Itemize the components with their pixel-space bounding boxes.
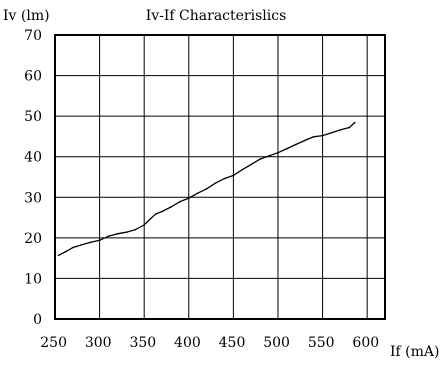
- data-point: [134, 228, 137, 231]
- data-point: [64, 250, 67, 253]
- data-point: [214, 182, 217, 184]
- chart-title: Iv-If Characterislics: [146, 8, 287, 24]
- data-point: [339, 129, 342, 131]
- x-tick-label: 400: [174, 335, 201, 351]
- y-tick-label: 10: [24, 271, 42, 287]
- data-point: [196, 192, 199, 194]
- data-point: [72, 246, 74, 249]
- data-point: [57, 254, 60, 257]
- data-point: [232, 174, 235, 177]
- x-tick-label: 500: [263, 335, 290, 351]
- x-tick-label: 300: [85, 335, 112, 351]
- x-tick-label: 450: [219, 335, 246, 351]
- y-tick-label: 30: [24, 190, 42, 206]
- data-point: [321, 134, 324, 137]
- data-point: [179, 200, 181, 203]
- data-point: [81, 244, 83, 246]
- data-point: [303, 139, 306, 142]
- y-tick-label: 40: [24, 150, 42, 166]
- data-point: [170, 206, 172, 208]
- data-point: [330, 132, 333, 134]
- data-point: [107, 235, 110, 237]
- data-point: [348, 126, 351, 129]
- x-tick-label: 350: [129, 335, 156, 351]
- data-point: [89, 241, 92, 244]
- data-point: [188, 197, 190, 199]
- y-tick-labels: 0 10 20 30 40 50 60 70: [24, 28, 42, 328]
- gridlines: [55, 35, 385, 319]
- y-axis-label: Iv (lm): [3, 8, 50, 24]
- y-tick-label: 60: [24, 69, 42, 85]
- data-point: [241, 168, 244, 171]
- data-point: [223, 177, 226, 180]
- data-point: [277, 151, 279, 154]
- y-tick-label: 70: [24, 28, 42, 44]
- y-tick-label: 0: [33, 312, 42, 328]
- data-point: [205, 188, 208, 190]
- data-point: [116, 233, 119, 235]
- data-point: [155, 213, 157, 215]
- x-tick-label: 550: [308, 335, 335, 351]
- data-point: [98, 239, 101, 242]
- y-tick-label: 20: [24, 231, 42, 247]
- data-point: [353, 121, 356, 124]
- y-tick-label: 50: [24, 109, 42, 125]
- series-layer: [57, 121, 356, 257]
- x-axis-label: If (mA): [390, 344, 439, 360]
- data-point: [259, 158, 261, 160]
- data-point: [161, 210, 163, 213]
- plot-frame: [54, 34, 386, 320]
- data-point: [149, 218, 152, 220]
- x-tick-labels: 250 300 350 400 450 500 550 600: [40, 335, 379, 351]
- data-point: [143, 224, 145, 226]
- x-tick-label: 250: [40, 335, 67, 351]
- x-tick-label: 600: [352, 335, 379, 351]
- data-point: [250, 163, 252, 166]
- data-point: [125, 231, 128, 233]
- data-point: [268, 155, 270, 157]
- data-point: [286, 147, 288, 150]
- data-point: [295, 143, 297, 146]
- data-point: [312, 136, 315, 138]
- series-line: [58, 122, 356, 256]
